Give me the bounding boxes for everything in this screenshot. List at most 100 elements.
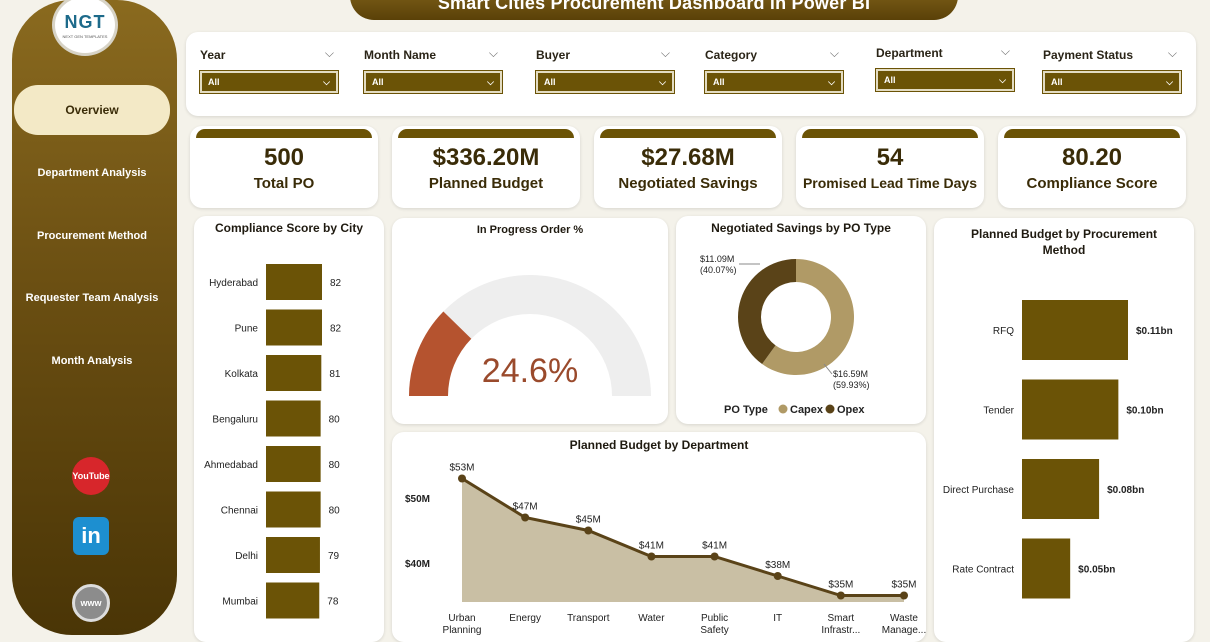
sidebar-item-label: Overview bbox=[65, 103, 119, 117]
bar bbox=[266, 309, 322, 346]
area-value-label: $47M bbox=[513, 502, 538, 513]
sidebar-item-label: Department Analysis bbox=[37, 167, 147, 179]
bar bbox=[266, 491, 321, 528]
bar-value-label: $0.11bn bbox=[1136, 326, 1173, 337]
slice-pct: (59.93%) bbox=[833, 380, 870, 390]
bar-value-label: 82 bbox=[330, 324, 342, 335]
kpi-label: Planned Budget bbox=[428, 175, 544, 192]
chevron-down-icon[interactable]: ⌵ bbox=[660, 46, 670, 60]
area-value-label: $35M bbox=[828, 580, 853, 591]
filter-department[interactable]: Department ⌵ All ⌵ bbox=[875, 44, 1015, 92]
filter-buyer-select[interactable]: All ⌵ bbox=[535, 70, 675, 94]
sidebar-item-overview[interactable]: Overview bbox=[14, 85, 170, 135]
area-value-label: $41M bbox=[639, 541, 664, 552]
bar-category-label: Chennai bbox=[221, 506, 258, 517]
area-point bbox=[521, 513, 530, 522]
filter-department-select[interactable]: All ⌵ bbox=[875, 68, 1015, 92]
chart-savings-by-po-type: Negotiated Savings by PO Type $11.09M (40… bbox=[676, 216, 926, 424]
logo-tagline: NEXT GEN TEMPLATES bbox=[62, 33, 108, 39]
y-tick-label: $50M bbox=[405, 494, 430, 505]
filter-buyer[interactable]: Buyer ⌵ All ⌵ bbox=[535, 46, 675, 94]
area-fill bbox=[462, 478, 904, 602]
filter-year-select[interactable]: All ⌵ bbox=[199, 70, 339, 94]
chart-title: In Progress Order % bbox=[476, 224, 584, 236]
filter-panel: Year ⌵ All ⌵ Month Name ⌵ All ⌵ Buyer ⌵ All ⌵ … bbox=[186, 32, 1196, 116]
chevron-down-icon[interactable]: ⌵ bbox=[1167, 46, 1177, 60]
bar-value-label: 81 bbox=[329, 369, 341, 380]
x-tick-label: Manage... bbox=[882, 625, 926, 636]
area-point bbox=[900, 591, 908, 600]
bar-category-label: Rate Contract bbox=[952, 565, 1014, 576]
bar bbox=[266, 264, 322, 300]
bar-value-label: 78 bbox=[327, 597, 339, 608]
area-point bbox=[710, 552, 719, 561]
filter-category[interactable]: Category ⌵ All ⌵ bbox=[704, 46, 844, 94]
sidebar-item-procurement-method[interactable]: Procurement Method bbox=[14, 211, 170, 261]
sidebar-item-month-analysis[interactable]: Month Analysis bbox=[14, 336, 170, 386]
bar-category-label: Pune bbox=[235, 324, 259, 335]
filter-payment-select[interactable]: All ⌵ bbox=[1042, 70, 1182, 94]
chevron-down-icon: ⌵ bbox=[828, 76, 835, 87]
x-tick-label: Smart bbox=[828, 613, 855, 624]
filter-month-name[interactable]: Month Name ⌵ All ⌵ bbox=[363, 46, 503, 94]
bar bbox=[1022, 379, 1119, 440]
x-tick-label: Water bbox=[638, 613, 665, 624]
x-tick-label: Urban bbox=[448, 613, 475, 624]
legend-title: PO Type bbox=[724, 404, 768, 416]
donut-slice-opex bbox=[738, 259, 796, 365]
sidebar-item-department-analysis[interactable]: Department Analysis bbox=[14, 148, 170, 198]
filter-month-select[interactable]: All ⌵ bbox=[363, 70, 503, 94]
kpi-label: Promised Lead Time Days bbox=[802, 175, 978, 191]
title-bar: Smart Cities Procurement Dashboard in Po… bbox=[350, 0, 958, 20]
chevron-down-icon: ⌵ bbox=[999, 74, 1006, 85]
kpi-compliance-score: 80.20 Compliance Score bbox=[998, 126, 1186, 208]
x-tick-label: Transport bbox=[567, 613, 610, 624]
legend-label-opex: Opex bbox=[837, 404, 865, 416]
chart-in-progress-gauge: In Progress Order % 24.6% bbox=[392, 218, 668, 424]
chevron-down-icon: ⌵ bbox=[659, 76, 666, 87]
kpi-value: 500 bbox=[263, 144, 305, 171]
donut-svg: $11.09M(40.07%) $16.59M(59.93%) PO Type Cap… bbox=[700, 254, 870, 416]
filter-year[interactable]: Year ⌵ All ⌵ bbox=[199, 46, 339, 94]
legend-swatch-opex bbox=[825, 404, 835, 414]
leader-line bbox=[823, 363, 833, 375]
bar bbox=[266, 582, 320, 619]
chevron-down-icon[interactable]: ⌵ bbox=[1000, 44, 1010, 58]
website-icon[interactable]: www bbox=[72, 584, 110, 622]
chevron-down-icon[interactable]: ⌵ bbox=[829, 46, 839, 60]
sidebar-item-requester-team-analysis[interactable]: Requester Team Analysis bbox=[14, 273, 170, 323]
page-title: Smart Cities Procurement Dashboard in Po… bbox=[437, 0, 871, 13]
bar-category-label: Delhi bbox=[235, 551, 258, 562]
area-value-label: $38M bbox=[765, 560, 790, 571]
gauge-fill bbox=[409, 311, 472, 396]
kpi-lead-time: 54 Promised Lead Time Days bbox=[796, 126, 984, 208]
area-line bbox=[461, 477, 904, 597]
bar-value-label: $0.10bn bbox=[1126, 406, 1163, 417]
x-tick-label: Public bbox=[701, 613, 728, 624]
sidebar-item-label: Requester Team Analysis bbox=[25, 292, 159, 304]
logo: NGT NEXT GEN TEMPLATES bbox=[52, 0, 118, 56]
bar bbox=[266, 400, 321, 437]
area-value-label: $45M bbox=[576, 515, 601, 526]
gauge-track bbox=[409, 275, 651, 396]
bar-category-label: Hyderabad bbox=[209, 278, 258, 289]
filter-payment-status[interactable]: Payment Status ⌵ All ⌵ bbox=[1042, 46, 1182, 94]
bar-category-label: Tender bbox=[983, 406, 1014, 417]
gauge-svg: 24.6% bbox=[409, 275, 651, 396]
chart-title: Planned Budget by Department bbox=[569, 438, 749, 452]
filter-category-select[interactable]: All ⌵ bbox=[704, 70, 844, 94]
area-point bbox=[458, 474, 466, 483]
youtube-icon[interactable]: YouTube bbox=[72, 457, 110, 495]
area-value-label: $35M bbox=[891, 580, 916, 591]
linkedin-icon[interactable]: in bbox=[73, 517, 109, 555]
chart-title: Planned Budget by Procurement Method bbox=[970, 227, 1158, 257]
bar-value-label: $0.05bn bbox=[1078, 565, 1115, 576]
compliance-city-bars: Hyderabad 82 Pune 82 Kolkata 81 Bengaluru 80 Ahm… bbox=[204, 264, 342, 619]
kpi-value: $27.68M bbox=[641, 144, 735, 171]
chevron-down-icon[interactable]: ⌵ bbox=[324, 46, 334, 60]
area-point bbox=[647, 552, 656, 561]
chevron-down-icon[interactable]: ⌵ bbox=[488, 46, 498, 60]
y-tick-label: $40M bbox=[405, 559, 430, 570]
chart-title: Compliance Score by City bbox=[214, 221, 364, 235]
kpi-value: 80.20 bbox=[1061, 144, 1123, 171]
